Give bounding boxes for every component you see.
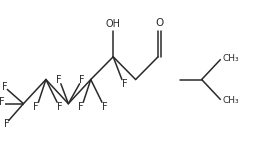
Text: F: F	[3, 82, 8, 92]
Text: F: F	[78, 102, 84, 111]
Text: CH₃: CH₃	[222, 54, 239, 63]
Text: F: F	[57, 102, 62, 111]
Text: O: O	[155, 18, 164, 28]
Text: F: F	[102, 102, 107, 111]
Text: F: F	[0, 97, 5, 107]
Text: F: F	[4, 119, 9, 129]
Text: F: F	[56, 75, 61, 84]
Text: F: F	[79, 75, 85, 84]
Text: F: F	[122, 79, 127, 89]
Text: F: F	[33, 102, 39, 111]
Text: OH: OH	[106, 19, 121, 29]
Text: CH₃: CH₃	[222, 96, 239, 105]
